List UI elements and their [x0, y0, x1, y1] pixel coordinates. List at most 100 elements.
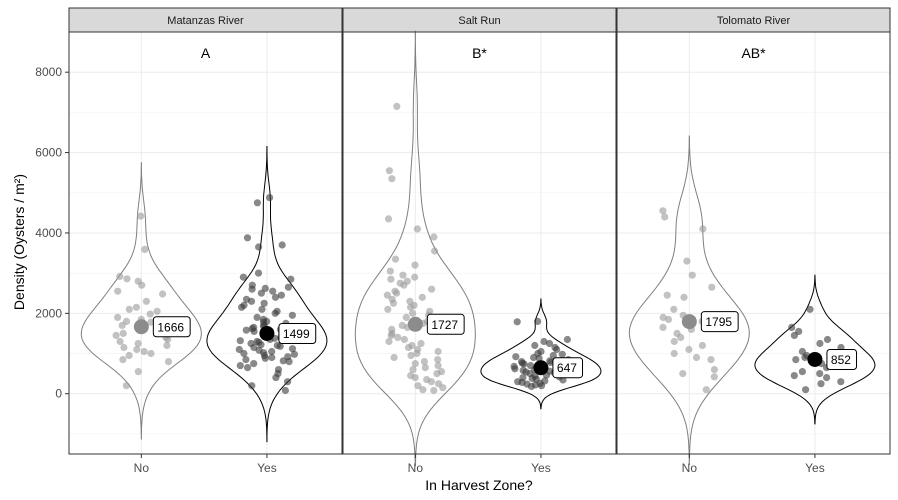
data-point — [138, 281, 146, 289]
data-point — [400, 335, 408, 344]
data-point — [520, 360, 528, 368]
data-point — [399, 271, 407, 279]
data-point — [428, 285, 436, 293]
y-axis-title: Density (Oysters / m²) — [11, 174, 27, 310]
data-point — [806, 305, 814, 313]
data-point — [146, 310, 154, 318]
data-point — [123, 275, 131, 283]
data-point — [287, 275, 295, 283]
mean-label-box — [826, 348, 858, 370]
data-point — [393, 102, 401, 110]
significance-label: AB* — [741, 45, 766, 61]
data-point — [688, 271, 696, 279]
data-point — [290, 350, 298, 358]
data-point — [402, 313, 410, 321]
data-point — [257, 341, 265, 349]
data-point — [670, 349, 678, 358]
data-point — [385, 167, 393, 175]
mean-point — [533, 360, 549, 376]
data-point — [269, 287, 277, 295]
data-point — [788, 323, 796, 331]
data-point — [670, 305, 678, 313]
data-point — [699, 225, 707, 233]
facet-strip-label: Matanzas River — [167, 15, 244, 27]
data-point — [823, 374, 831, 382]
mean-point — [681, 314, 697, 330]
data-point — [254, 269, 263, 277]
mean-point — [807, 351, 823, 367]
data-point — [563, 335, 572, 344]
x-tick-label: Yes — [531, 461, 551, 475]
data-point — [790, 331, 799, 339]
data-point — [122, 382, 130, 390]
data-point — [434, 356, 442, 364]
data-point — [119, 356, 127, 364]
data-point — [236, 362, 244, 370]
data-point — [147, 349, 155, 358]
y-tick-label: 4000 — [35, 226, 62, 240]
data-point — [285, 358, 293, 366]
facet-strip-label: Salt Run — [458, 15, 500, 27]
data-point — [531, 341, 539, 350]
data-point — [431, 247, 439, 255]
data-point — [119, 329, 127, 337]
data-point — [261, 354, 269, 362]
violin-outline — [628, 135, 750, 465]
y-tick-label: 2000 — [35, 306, 62, 320]
data-point — [558, 350, 566, 358]
data-point — [260, 299, 268, 307]
data-point — [120, 343, 128, 352]
data-point — [247, 297, 256, 305]
panel-background — [343, 32, 616, 454]
data-point — [137, 212, 145, 220]
data-point — [114, 313, 122, 321]
data-point — [413, 225, 421, 233]
data-point — [389, 299, 398, 307]
data-point — [702, 386, 710, 394]
data-point — [268, 353, 276, 362]
data-point — [434, 347, 442, 356]
facet-panel: Tolomato River AB* 1795 No 852 Yes — [616, 7, 891, 475]
data-point — [236, 337, 244, 345]
data-point — [159, 290, 167, 298]
data-point — [434, 362, 442, 370]
data-point — [535, 354, 543, 362]
data-point — [413, 349, 421, 358]
y-tick-label: 0 — [55, 387, 62, 401]
data-point — [802, 386, 810, 394]
data-point — [659, 323, 667, 331]
data-point — [384, 215, 393, 223]
data-point — [659, 207, 667, 215]
data-point — [511, 365, 519, 373]
data-point — [534, 317, 542, 325]
data-point — [248, 382, 256, 390]
mean-label: 1795 — [705, 315, 732, 329]
data-point — [421, 364, 429, 372]
data-point — [837, 378, 845, 386]
data-point — [261, 284, 269, 292]
mean-label: 647 — [557, 361, 577, 375]
data-point — [664, 315, 673, 323]
data-point — [253, 199, 261, 207]
data-point — [677, 333, 685, 341]
data-point — [114, 287, 122, 295]
data-point — [250, 327, 258, 335]
data-point — [817, 380, 825, 388]
data-point — [387, 331, 395, 339]
data-point — [239, 273, 247, 281]
data-point — [414, 382, 422, 390]
data-point — [253, 313, 261, 321]
data-point — [271, 309, 279, 317]
data-point — [272, 374, 280, 382]
data-point — [240, 349, 248, 358]
data-point — [278, 241, 286, 249]
data-point — [710, 373, 718, 381]
data-point — [276, 342, 284, 350]
data-point — [680, 293, 688, 301]
data-point — [147, 318, 155, 326]
data-point — [692, 353, 701, 362]
data-point — [277, 291, 285, 299]
data-point — [430, 386, 438, 395]
data-point — [683, 257, 691, 265]
mean-label-box — [700, 311, 739, 333]
